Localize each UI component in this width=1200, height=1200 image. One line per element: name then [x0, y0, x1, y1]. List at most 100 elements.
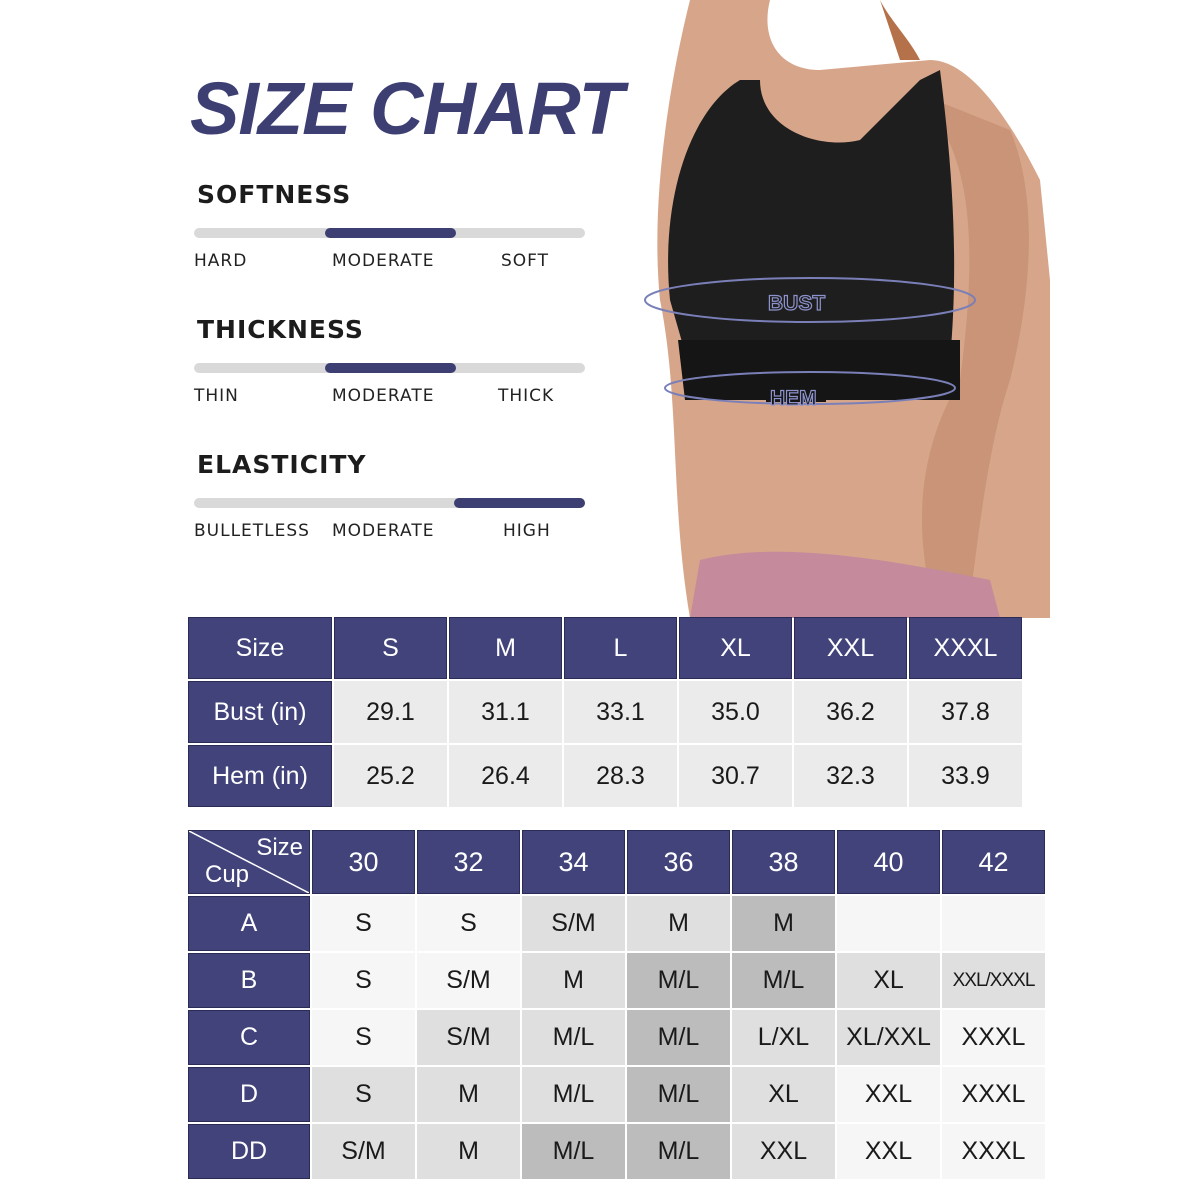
scale-label: THICK: [498, 386, 555, 406]
table-cell: 25.2: [334, 745, 447, 807]
diagonal-divider: [189, 831, 309, 893]
table-cell: M/L: [522, 1010, 625, 1065]
table-cell: [942, 896, 1045, 951]
page-title: SIZE CHART: [190, 67, 624, 150]
scale-label: SOFT: [501, 251, 550, 271]
table-cell: M/L: [627, 1010, 730, 1065]
table-cell: XXXL: [942, 1124, 1045, 1179]
scale-track: [194, 363, 585, 373]
corner-cup-label: Cup: [205, 861, 250, 888]
row-label: D: [188, 1067, 310, 1122]
table-cell: S: [312, 896, 415, 951]
header-cell: 38: [732, 830, 835, 894]
scale-label: HIGH: [503, 521, 551, 541]
header-cell: 32: [417, 830, 520, 894]
table-cell: M/L: [522, 1067, 625, 1122]
scale-label: BULLETLESS: [194, 521, 310, 541]
header-cell: 36: [627, 830, 730, 894]
scale-fill: [454, 498, 585, 508]
table-cell: S/M: [417, 953, 520, 1008]
table-cell: XL/XXL: [837, 1010, 940, 1065]
table-cell: M: [417, 1067, 520, 1122]
table-row: C S S/M M/L M/L L/XL XL/XXL XXXL: [188, 1010, 1045, 1065]
table-cell: S/M: [312, 1124, 415, 1179]
header-cell: 34: [522, 830, 625, 894]
table-cell: 33.9: [909, 745, 1022, 807]
measurement-table: Size S M L XL XXL XXXL Bust (in) 29.1 31.1 33.1 35.…: [186, 615, 1024, 809]
row-label: Bust (in): [188, 681, 332, 743]
scale-label: MODERATE: [332, 251, 435, 271]
table-cell: 30.7: [679, 745, 792, 807]
header-cell: 40: [837, 830, 940, 894]
table-cell: 33.1: [564, 681, 677, 743]
row-label: A: [188, 896, 310, 951]
header-cell: M: [449, 617, 562, 679]
hem-label: HEM: [770, 387, 817, 410]
row-label: DD: [188, 1124, 310, 1179]
header-cell: XL: [679, 617, 792, 679]
table-cell: XXL: [837, 1124, 940, 1179]
table-cell: 36.2: [794, 681, 907, 743]
attribute-title: SOFTNESS: [197, 180, 352, 209]
table-cell: XXXL: [942, 1067, 1045, 1122]
table-cell: M/L: [627, 953, 730, 1008]
corner-cell: Size Cup: [188, 830, 310, 894]
table-cell: 32.3: [794, 745, 907, 807]
row-label: C: [188, 1010, 310, 1065]
table-cell: XL: [732, 1067, 835, 1122]
table-cell: XXXL: [942, 1010, 1045, 1065]
table-cell: 35.0: [679, 681, 792, 743]
table-cell: L/XL: [732, 1010, 835, 1065]
table-cell: XL: [837, 953, 940, 1008]
table-cell: M/L: [732, 953, 835, 1008]
attribute-title: THICKNESS: [197, 315, 364, 344]
header-cell: Size: [188, 617, 332, 679]
table-row: DD S/M M M/L M/L XXL XXL XXXL: [188, 1124, 1045, 1179]
table-cell: S: [417, 896, 520, 951]
table-row: B S S/M M M/L M/L XL XXL/XXXL: [188, 953, 1045, 1008]
table-cell: XXL/XXXL: [942, 953, 1045, 1008]
table-cell: M/L: [522, 1124, 625, 1179]
scale-label: MODERATE: [332, 521, 435, 541]
scale-track: [194, 498, 585, 508]
table-cell: M/L: [627, 1124, 730, 1179]
table-cell: S/M: [522, 896, 625, 951]
table-cell: M: [522, 953, 625, 1008]
table-cell: S: [312, 953, 415, 1008]
table-cell: S: [312, 1067, 415, 1122]
corner-size-label: Size: [256, 834, 303, 861]
table-cell: M: [417, 1124, 520, 1179]
table-header-row: Size Cup 30 32 34 36 38 40 42: [188, 830, 1045, 894]
header-cell: 30: [312, 830, 415, 894]
header-cell: 42: [942, 830, 1045, 894]
scale-fill: [325, 363, 456, 373]
bust-label: BUST: [768, 292, 825, 315]
table-row: Hem (in) 25.2 26.4 28.3 30.7 32.3 33.9: [188, 745, 1022, 807]
header-cell: S: [334, 617, 447, 679]
table-row: A S S S/M M M: [188, 896, 1045, 951]
table-cell: XXL: [732, 1124, 835, 1179]
header-cell: L: [564, 617, 677, 679]
table-cell: 28.3: [564, 745, 677, 807]
table-cell: S/M: [417, 1010, 520, 1065]
product-photo: BUST HEM: [644, 0, 1050, 618]
table-cell: S: [312, 1010, 415, 1065]
table-cell: XXL: [837, 1067, 940, 1122]
table-cell: M/L: [627, 1067, 730, 1122]
table-cell: [837, 896, 940, 951]
table-cell: M: [732, 896, 835, 951]
table-cell: 31.1: [449, 681, 562, 743]
scale-label: MODERATE: [332, 386, 435, 406]
attribute-title: ELASTICITY: [197, 450, 367, 479]
table-cell: 37.8: [909, 681, 1022, 743]
table-cell: 26.4: [449, 745, 562, 807]
row-label: Hem (in): [188, 745, 332, 807]
scale-fill: [325, 228, 456, 238]
cup-size-table: Size Cup 30 32 34 36 38 40 42 A S S S/M M M B S S/M M M/L M/…: [186, 828, 1047, 1181]
table-cell: M: [627, 896, 730, 951]
row-label: B: [188, 953, 310, 1008]
header-cell: XXL: [794, 617, 907, 679]
table-cell: 29.1: [334, 681, 447, 743]
scale-label: THIN: [194, 386, 239, 406]
scale-track: [194, 228, 585, 238]
